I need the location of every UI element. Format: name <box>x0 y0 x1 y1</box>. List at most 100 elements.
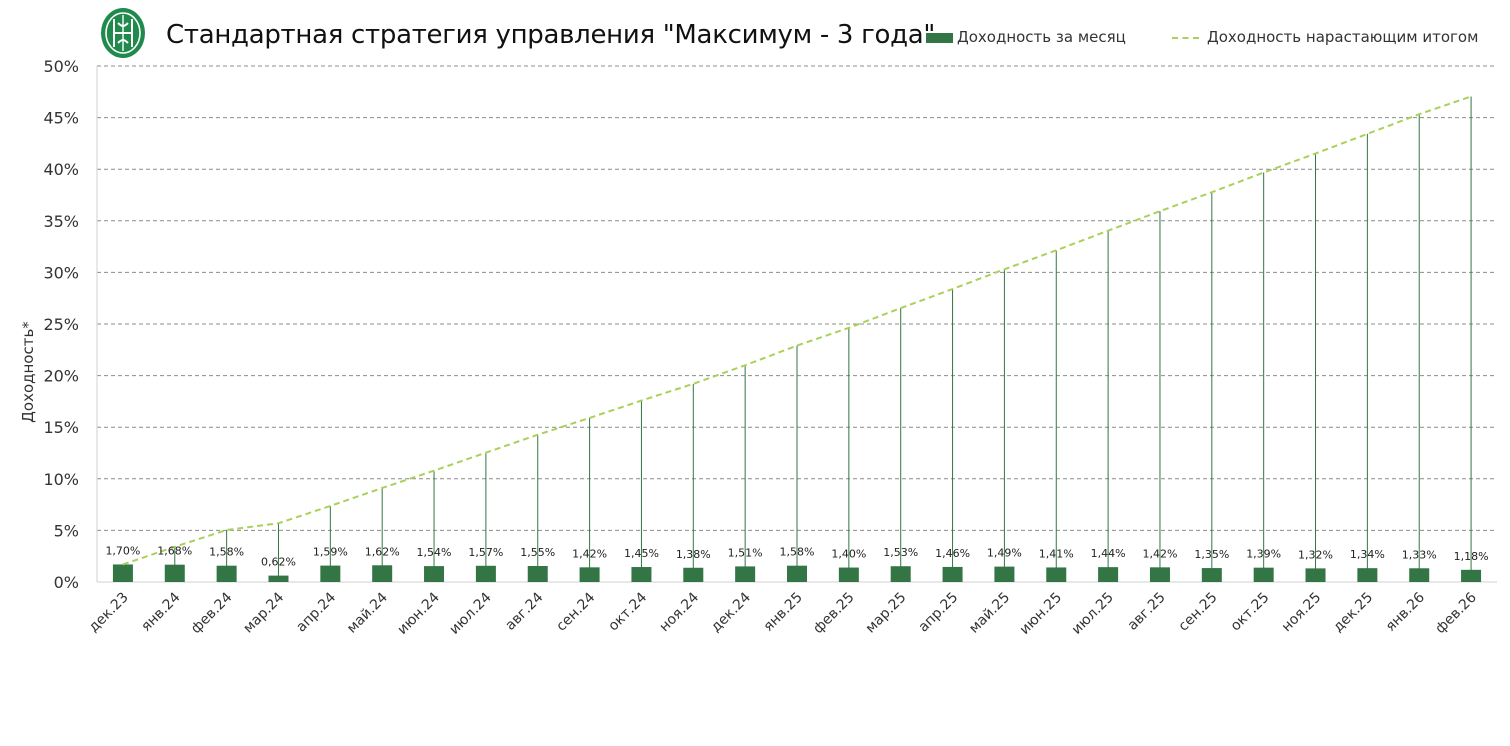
bar-monthly-return <box>1409 568 1430 582</box>
x-tick-label: июл.24 <box>447 589 495 637</box>
x-tick-label: мар.24 <box>240 589 287 636</box>
y-tick-label: 50% <box>43 57 79 76</box>
y-axis-ticks: 0% 5% 10% 15% 20% 25% 30% 35% 40% 45% 50% <box>43 57 79 592</box>
bar-data-label: 1,33% <box>1402 548 1437 561</box>
x-tick-label: фев.25 <box>810 590 857 637</box>
bar-data-label: 1,57% <box>468 546 503 559</box>
y-tick-label: 5% <box>54 521 79 540</box>
bar-monthly-return <box>890 566 911 582</box>
y-tick-label: 0% <box>54 573 79 592</box>
x-tick-label: апр.25 <box>915 590 961 636</box>
bar-data-label: 1,46% <box>935 547 970 560</box>
bar-data-label: 1,18% <box>1454 550 1489 563</box>
bar-data-label: 1,42% <box>572 547 607 560</box>
bar-data-label: 1,51% <box>728 546 763 559</box>
bar-monthly-return <box>838 567 859 582</box>
x-tick-label: июн.24 <box>395 589 443 637</box>
bar-monthly-return <box>1149 567 1170 582</box>
x-tick-label: дек.23 <box>86 590 132 636</box>
bar-monthly-return <box>216 565 237 582</box>
bar-monthly-return <box>1461 569 1482 582</box>
bar-data-label: 1,39% <box>1246 548 1281 561</box>
bar-data-label: 1,62% <box>365 545 400 558</box>
legend-item-cumulative: Доходность нарастающим итогом <box>1172 28 1478 46</box>
x-tick-label: апр.24 <box>293 589 339 635</box>
bar-data-label: 1,44% <box>1091 547 1126 560</box>
x-tick-label: фев.24 <box>188 589 236 637</box>
bar-monthly-return <box>735 566 756 582</box>
y-tick-label: 25% <box>43 315 79 334</box>
y-tick-label: 10% <box>43 470 79 489</box>
cumulative-return-line <box>122 95 1472 566</box>
bar-monthly-return <box>424 566 445 582</box>
y-tick-label: 35% <box>43 212 79 231</box>
bar-data-label: 1,68% <box>157 545 192 558</box>
bar-data-label: 1,41% <box>1039 547 1074 560</box>
drop-lines <box>122 96 1472 582</box>
x-tick-label: янв.24 <box>138 589 183 634</box>
x-tick-label: авг.24 <box>502 589 546 633</box>
y-tick-label: 30% <box>43 263 79 282</box>
x-tick-label: дек.24 <box>708 589 754 635</box>
x-axis-labels: дек.23 янв.24 фев.24 мар.24 апр.24 май.24 июн.… <box>86 589 1480 637</box>
bar-data-label: 1,53% <box>883 546 918 559</box>
bar-monthly-return <box>994 566 1015 582</box>
y-tick-label: 40% <box>43 160 79 179</box>
x-tick-label: май.24 <box>344 589 391 636</box>
bar-data-label: 1,54% <box>417 546 452 559</box>
x-tick-label: авг.25 <box>1125 590 1169 634</box>
bar-data-label: 1,58% <box>209 546 244 559</box>
legend-swatch-bar <box>926 32 953 43</box>
bar-data-label: 1,42% <box>1142 547 1177 560</box>
bar-monthly-return <box>1098 567 1119 582</box>
legend-item-monthly: Доходность за месяц <box>926 28 1126 46</box>
bar-data-label: 1,45% <box>624 547 659 560</box>
bar-monthly-return <box>579 567 600 582</box>
data-labels: 1,70% 1,68% 1,58% 0,62% 1,59% 1,62% 1,54% 1,57%… <box>105 544 1488 568</box>
legend-label-monthly: Доходность за месяц <box>957 28 1126 46</box>
x-tick-label: сен.25 <box>1176 590 1221 635</box>
bar-data-label: 1,32% <box>1298 548 1333 561</box>
x-tick-label: сен.24 <box>553 589 598 634</box>
y-tick-label: 45% <box>43 109 79 128</box>
x-tick-label: янв.26 <box>1383 589 1428 634</box>
chart-title: Стандартная стратегия управления "Максим… <box>166 20 936 50</box>
bar-monthly-return <box>320 565 341 582</box>
bar-data-label: 1,35% <box>1194 548 1229 561</box>
x-tick-label: ноя.24 <box>657 589 703 635</box>
x-tick-label: фев.26 <box>1432 589 1480 637</box>
y-tick-label: 15% <box>43 418 79 437</box>
x-tick-label: июл.25 <box>1069 590 1117 638</box>
x-tick-label: янв.25 <box>761 590 806 635</box>
x-tick-label: мар.25 <box>863 590 910 637</box>
x-tick-label: окт.25 <box>1228 590 1273 635</box>
bar-data-label: 1,59% <box>313 546 348 559</box>
bar-data-label: 1,70% <box>105 544 140 557</box>
company-logo-icon <box>101 8 145 58</box>
bar-monthly-return <box>787 565 807 582</box>
bar-data-label: 1,40% <box>831 548 866 561</box>
bar-data-label: 1,55% <box>520 546 555 559</box>
bar-monthly-return <box>631 567 652 582</box>
bar-monthly-return <box>1201 568 1222 582</box>
bar-data-label: 1,34% <box>1350 548 1385 561</box>
bar-data-label: 1,49% <box>987 547 1022 560</box>
x-tick-label: ноя.25 <box>1279 590 1325 636</box>
bars <box>112 564 1482 582</box>
bar-data-label: 1,58% <box>780 546 815 559</box>
x-tick-label: май.25 <box>966 590 1013 637</box>
bar-monthly-return <box>112 564 133 582</box>
bar-monthly-return <box>268 575 289 582</box>
bar-monthly-return <box>1305 568 1326 582</box>
bar-monthly-return <box>942 566 963 582</box>
bar-monthly-return <box>1046 567 1067 582</box>
x-tick-label: июн.25 <box>1017 590 1065 638</box>
legend-label-cumulative: Доходность нарастающим итогом <box>1207 28 1479 46</box>
bar-monthly-return <box>372 565 393 582</box>
bar-data-label: 0,62% <box>261 556 296 569</box>
bar-monthly-return <box>475 565 496 582</box>
bar-monthly-return <box>527 566 548 582</box>
x-tick-label: дек.25 <box>1330 590 1376 636</box>
bar-monthly-return <box>164 564 185 582</box>
